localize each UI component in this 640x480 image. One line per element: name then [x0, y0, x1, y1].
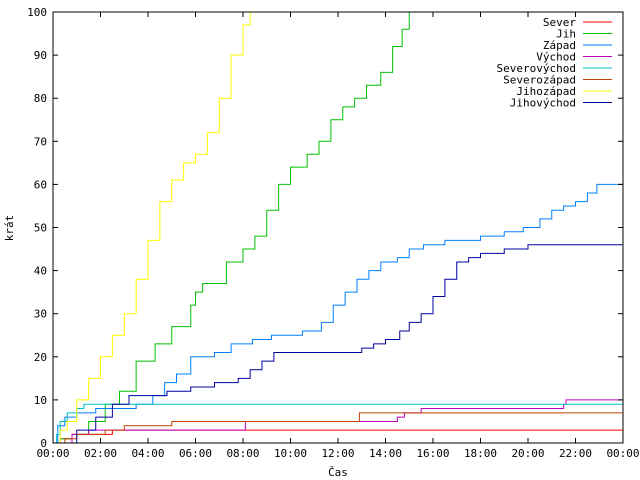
legend-label: Východ [536, 51, 576, 64]
legend-label: Sever [543, 16, 576, 29]
y-tick-label: 100 [27, 6, 47, 19]
x-axis-label: Čas [328, 466, 348, 479]
y-tick-label: 30 [34, 308, 47, 321]
series-line-5 [53, 403, 623, 443]
y-tick-label: 70 [34, 135, 47, 148]
legend-label: Jih [556, 28, 576, 41]
x-tick-label: 06:00 [179, 447, 212, 460]
y-tick-label: 40 [34, 265, 47, 278]
x-tick-label: 14:00 [369, 447, 402, 460]
legend-label: Jihovýchod [510, 97, 576, 110]
x-tick-label: 16:00 [416, 447, 449, 460]
x-tick-label: 00:00 [36, 447, 69, 460]
x-tick-label: 00:00 [606, 447, 639, 460]
x-tick-label: 04:00 [131, 447, 164, 460]
series-line-8 [53, 244, 623, 443]
series-line-4 [53, 399, 623, 443]
x-tick-label: 08:00 [226, 447, 259, 460]
series-layer [53, 12, 623, 443]
y-tick-label: 80 [34, 92, 47, 105]
x-tick-label: 22:00 [559, 447, 592, 460]
y-tick-label: 0 [40, 437, 47, 450]
x-tick-label: 20:00 [511, 447, 544, 460]
series-line-7 [53, 12, 251, 443]
y-axis-label: krát [3, 215, 16, 242]
y-tick-label: 60 [34, 178, 47, 191]
ticks-layer: 00:00 02:00 04:00 06:00 08:00 10:00 12:00 14:00… [27, 6, 639, 460]
series-line-6 [53, 412, 623, 443]
x-tick-label: 12:00 [321, 447, 354, 460]
x-tick-label: 18:00 [464, 447, 497, 460]
legend-label: Severovýchod [497, 62, 576, 75]
y-tick-label: 50 [34, 222, 47, 235]
x-tick-label: 10:00 [274, 447, 307, 460]
legend-label: Západ [543, 39, 576, 52]
x-tick-label: 02:00 [84, 447, 117, 460]
y-tick-label: 10 [34, 394, 47, 407]
y-tick-label: 20 [34, 351, 47, 364]
y-tick-label: 90 [34, 49, 47, 62]
legend-label: Severozápad [503, 74, 576, 87]
series-line-2 [53, 12, 410, 443]
legend-label: Jihozápad [516, 85, 576, 98]
legend: SeverJihZápadVýchodSeverovýchodSeverozáp… [497, 16, 612, 110]
